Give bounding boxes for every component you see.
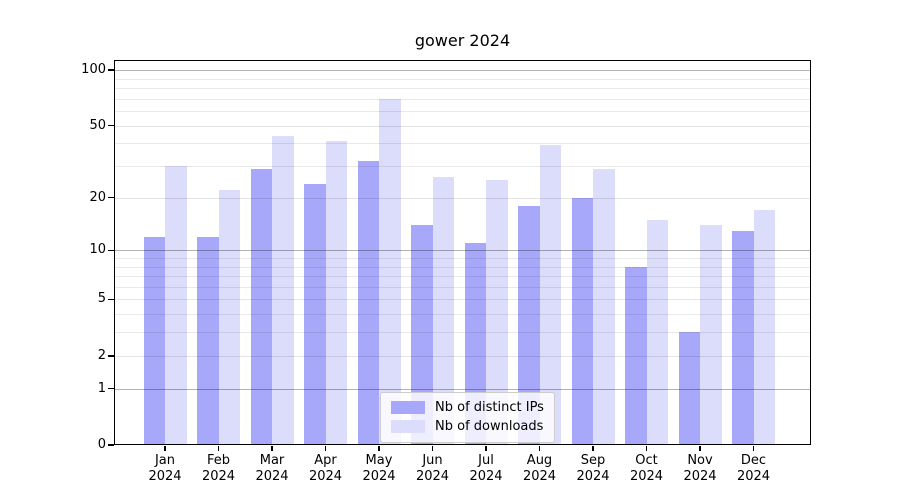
bar-ips-jan: [143, 236, 165, 445]
legend-swatch-distinct-ips: [391, 401, 425, 414]
bar-downloads-mar: [272, 135, 294, 445]
gridline-60: [115, 111, 810, 113]
gridline-2: [115, 355, 810, 357]
bar-ips-jun: [411, 225, 433, 445]
x-tick-label-oct: Oct 2024: [629, 453, 664, 484]
legend-label-distinct-ips: Nb of distinct IPs: [435, 400, 544, 415]
chart-title: gower 2024: [414, 31, 511, 50]
x-tick-label-aug: Aug 2024: [522, 453, 557, 484]
x-tick-label-may: May 2024: [362, 453, 396, 484]
y-tick-100: [108, 69, 114, 71]
x-tick-sep: [592, 446, 594, 451]
bar-downloads-may: [379, 98, 401, 445]
gridline-10: [115, 250, 810, 252]
y-tick-label-20: 20: [89, 189, 106, 205]
x-tick-label-jul: Jul 2024: [469, 453, 503, 484]
bar-downloads-nov: [700, 225, 722, 445]
bar-downloads-jan: [165, 166, 187, 445]
bar-downloads-aug: [539, 145, 561, 445]
x-tick-jun: [431, 446, 434, 451]
bar-ips-feb: [197, 236, 219, 445]
bar-downloads-sep: [593, 168, 615, 445]
gridline-30: [115, 166, 810, 168]
x-tick-nov: [699, 446, 701, 451]
y-tick-20: [108, 196, 114, 199]
x-tick-may: [378, 446, 380, 451]
gridline-50: [115, 125, 810, 127]
x-tick-label-sep: Sep 2024: [576, 453, 610, 484]
gridline-6: [115, 286, 810, 288]
gridline-4: [115, 314, 810, 316]
gridline-90: [115, 78, 810, 80]
bar-ips-sep: [571, 197, 593, 445]
y-tick-0: [108, 444, 114, 446]
gridline-80: [115, 88, 810, 90]
gridline-100: [115, 70, 810, 72]
x-tick-feb: [217, 446, 220, 451]
gridline-1: [115, 388, 810, 390]
x-tick-label-jan: Jan 2024: [148, 453, 182, 484]
bar-ips-may: [357, 161, 379, 445]
x-tick-aug: [538, 446, 541, 451]
bar-downloads-dec: [753, 210, 775, 445]
gridline-40: [115, 143, 810, 145]
gridline-70: [115, 98, 810, 100]
legend-swatch-downloads: [391, 420, 425, 433]
x-tick-apr: [324, 446, 327, 451]
gridline-8: [115, 266, 810, 268]
x-tick-oct: [645, 446, 648, 451]
y-tick-5: [108, 298, 114, 301]
y-tick-label-50: 50: [89, 117, 106, 133]
gridline-5: [115, 299, 810, 301]
bar-ips-aug: [518, 205, 540, 445]
gridline-20: [115, 197, 810, 199]
y-tick-label-10: 10: [89, 242, 106, 258]
y-tick-1: [108, 387, 114, 390]
x-tick-dec: [752, 446, 755, 451]
gridline-7: [115, 276, 810, 278]
legend: Nb of distinct IPs Nb of downloads: [380, 392, 555, 443]
bar-downloads-feb: [218, 190, 240, 445]
x-tick-jul: [485, 446, 487, 451]
bar-ips-oct: [625, 266, 647, 445]
y-tick-50: [108, 124, 114, 127]
x-tick-jan: [164, 446, 166, 451]
y-tick-2: [108, 355, 114, 357]
x-tick-label-dec: Dec 2024: [736, 453, 771, 484]
bar-ips-mar: [250, 168, 272, 445]
y-tick-label-0: 0: [97, 437, 106, 452]
x-tick-label-feb: Feb 2024: [201, 453, 236, 484]
bar-ips-apr: [304, 183, 326, 445]
y-tick-label-100: 100: [81, 62, 106, 78]
bar-ips-nov: [678, 332, 700, 445]
bar-downloads-oct: [646, 219, 668, 445]
x-tick-label-apr: Apr 2024: [308, 453, 343, 484]
legend-item-downloads: Nb of downloads: [391, 417, 544, 436]
y-tick-label-2: 2: [97, 347, 106, 363]
gridline-3: [115, 332, 810, 334]
bar-downloads-jun: [432, 177, 454, 445]
x-tick-label-nov: Nov 2024: [683, 453, 717, 484]
y-tick-10: [108, 249, 114, 251]
y-tick-label-1: 1: [97, 380, 106, 396]
legend-item-distinct-ips: Nb of distinct IPs: [391, 398, 544, 417]
x-tick-label-jun: Jun 2024: [415, 453, 450, 484]
y-tick-label-5: 5: [97, 291, 106, 307]
bar-downloads-apr: [325, 141, 347, 445]
x-tick-label-mar: Mar 2024: [255, 453, 289, 484]
gridline-9: [115, 258, 810, 259]
legend-label-downloads: Nb of downloads: [435, 419, 544, 434]
x-tick-mar: [271, 446, 273, 451]
bar-ips-dec: [732, 230, 754, 445]
bar-downloads-jul: [486, 180, 508, 445]
